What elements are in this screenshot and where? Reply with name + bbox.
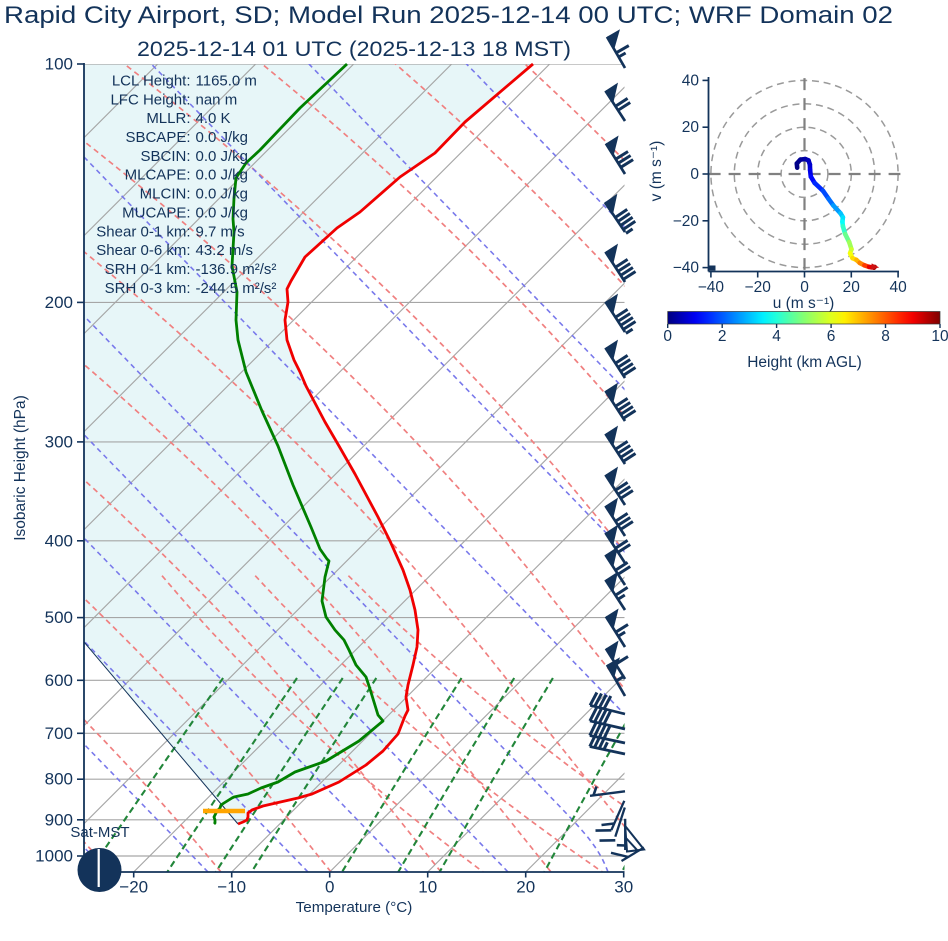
svg-text:MUCAPE:: MUCAPE: [122,204,190,221]
svg-text:SBCAPE:: SBCAPE: [125,129,190,146]
svg-text:100: 100 [45,55,73,74]
svg-text:−40: −40 [698,279,725,296]
svg-text:10: 10 [931,328,948,345]
svg-text:LCL Height:: LCL Height: [112,73,191,90]
svg-text:Isobaric Height (hPa): Isobaric Height (hPa) [12,395,29,541]
svg-text:−20: −20 [673,213,700,230]
svg-text:Rapid City Airport, SD; Model: Rapid City Airport, SD; Model Run 2025-1… [4,2,893,29]
svg-text:−10: −10 [217,878,246,897]
svg-text:Shear 0-6 km:: Shear 0-6 km: [96,242,190,259]
svg-text:0: 0 [690,166,699,183]
svg-text:MLLR:: MLLR: [146,110,190,127]
svg-text:MLCAPE:: MLCAPE: [125,167,191,184]
svg-text:300: 300 [45,432,73,451]
svg-text:700: 700 [45,724,73,743]
svg-text:-136.9 m²/s²: -136.9 m²/s² [196,261,277,278]
svg-text:SRH 0-3 km:: SRH 0-3 km: [105,280,191,297]
svg-text:0.0 J/kg: 0.0 J/kg [196,204,249,221]
svg-text:−40: −40 [673,260,700,277]
svg-text:400: 400 [45,531,73,550]
svg-text:4: 4 [772,328,781,345]
svg-text:2: 2 [718,328,727,345]
svg-text:0.0 J/kg: 0.0 J/kg [196,186,249,203]
svg-text:10: 10 [418,878,437,897]
svg-text:30: 30 [614,878,633,897]
svg-text:-244.5 m²/s²: -244.5 m²/s² [196,280,277,297]
svg-text:0.0 J/kg: 0.0 J/kg [196,129,249,146]
svg-text:−20: −20 [119,878,148,897]
svg-text:0.0 J/kg: 0.0 J/kg [196,148,249,165]
svg-text:9.7 m/s: 9.7 m/s [196,223,245,240]
svg-text:LFC Height:: LFC Height: [110,91,190,108]
svg-text:0: 0 [663,328,672,345]
svg-text:SRH 0-1 km:: SRH 0-1 km: [105,261,191,278]
svg-text:Sat-MST: Sat-MST [70,824,129,841]
svg-text:SBCIN:: SBCIN: [140,148,190,165]
svg-text:nan m: nan m [196,91,238,108]
svg-text:1165.0 m: 1165.0 m [196,73,257,90]
svg-text:43.2 m/s: 43.2 m/s [196,242,254,259]
svg-text:MLCIN:: MLCIN: [140,186,191,203]
svg-text:500: 500 [45,608,73,627]
svg-text:Height (km AGL): Height (km AGL) [747,354,862,371]
svg-text:0: 0 [325,878,334,897]
svg-text:8: 8 [881,328,890,345]
svg-text:20: 20 [516,878,535,897]
svg-text:u (m s⁻¹): u (m s⁻¹) [773,295,835,312]
svg-text:Temperature (°C): Temperature (°C) [296,899,413,916]
svg-text:200: 200 [45,293,73,312]
svg-text:40: 40 [889,279,907,296]
svg-text:2025-12-14 01 UTC (2025-12-13: 2025-12-14 01 UTC (2025-12-13 18 MST) [137,38,571,61]
svg-text:900: 900 [45,810,73,829]
svg-text:4.0 K: 4.0 K [196,110,231,127]
svg-text:Shear 0-1 km:: Shear 0-1 km: [96,223,190,240]
svg-text:1000: 1000 [35,847,73,866]
svg-text:800: 800 [45,770,73,789]
svg-text:20: 20 [843,279,861,296]
svg-text:−20: −20 [745,279,772,296]
svg-text:0.0 J/kg: 0.0 J/kg [196,167,249,184]
svg-text:0: 0 [800,279,809,296]
svg-text:40: 40 [682,72,700,89]
svg-text:20: 20 [682,119,700,136]
svg-text:v (m s⁻¹): v (m s⁻¹) [648,141,665,202]
svg-text:6: 6 [827,328,836,345]
svg-text:600: 600 [45,671,73,690]
